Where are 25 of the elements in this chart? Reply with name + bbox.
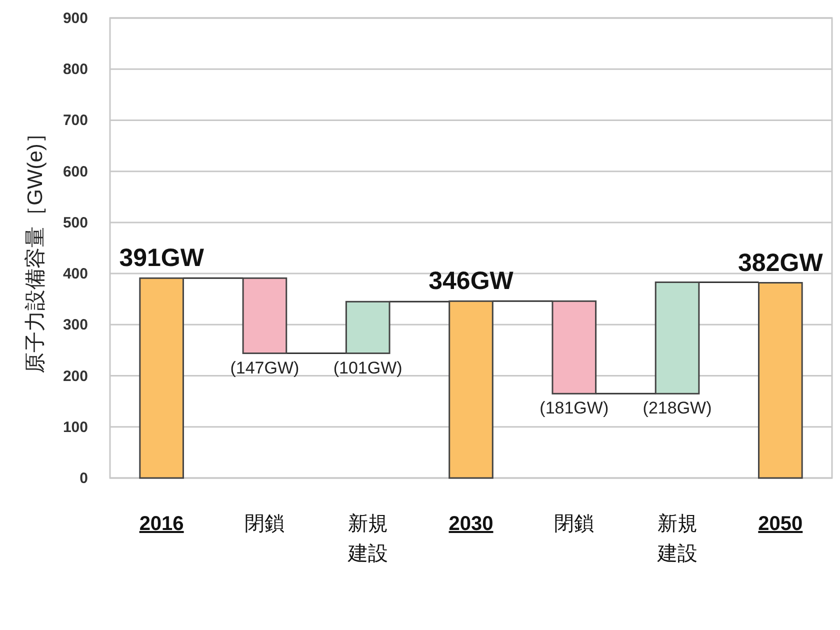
y-axis-title: 原子力設備容量［GW(e)］: [24, 122, 47, 374]
y-tick-label: 600: [62, 163, 88, 180]
data-label: (181GW): [540, 398, 609, 418]
x-tick-label: 2030: [448, 513, 494, 535]
data-label: (147GW): [230, 358, 300, 378]
data-label: (218GW): [642, 398, 712, 418]
x-tick-label: 2016: [139, 513, 184, 535]
x-tick-label: 新規建設: [346, 513, 388, 565]
data-label: 382GW: [738, 248, 824, 277]
y-tick-label: 300: [62, 316, 88, 334]
y-tick-label: 200: [62, 368, 88, 385]
data-label: 391GW: [119, 244, 204, 272]
data-label: (101GW): [333, 358, 402, 378]
x-tick-label: 2050: [758, 513, 803, 535]
y-tick-label: 0: [80, 470, 88, 487]
y-tick-label: 500: [62, 214, 88, 232]
y-tick-label: 400: [62, 266, 88, 283]
y-tick-label: 100: [62, 418, 88, 436]
y-tick-label: 700: [62, 112, 88, 130]
y-tick-label: 800: [62, 61, 88, 78]
y-tick-label: 900: [62, 10, 88, 27]
x-tick-label: 新規建設: [656, 513, 698, 565]
x-tick-label: 閉鎖: [244, 513, 285, 535]
data-label: 346GW: [428, 267, 514, 296]
x-tick-label: 閉鎖: [554, 513, 594, 535]
